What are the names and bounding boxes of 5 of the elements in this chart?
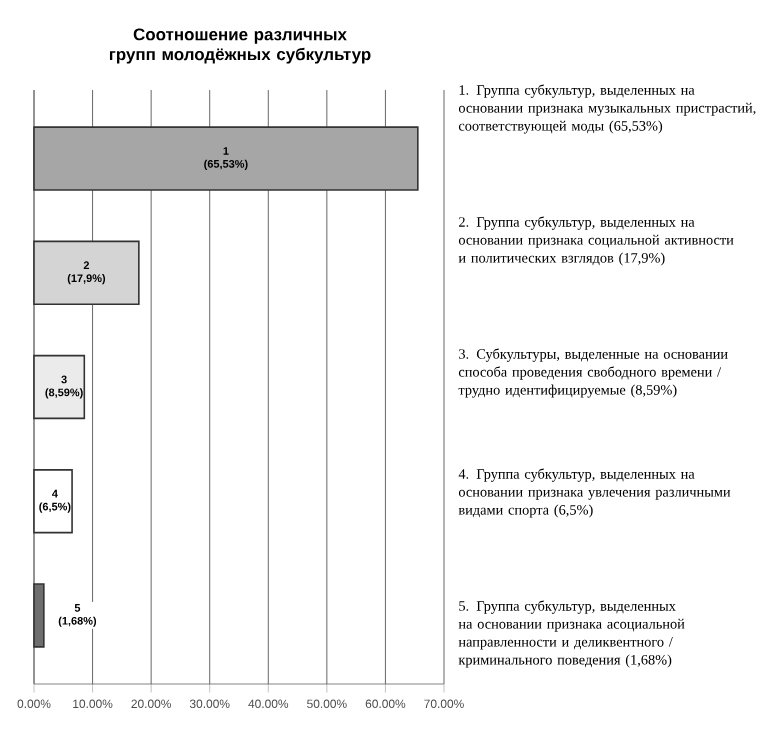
- chart-title: Соотношение различных групп молодёжных субкультур: [109, 28, 371, 64]
- bar: [33, 469, 73, 534]
- bar: [33, 354, 86, 420]
- bar: [33, 126, 419, 191]
- bar: [33, 240, 140, 305]
